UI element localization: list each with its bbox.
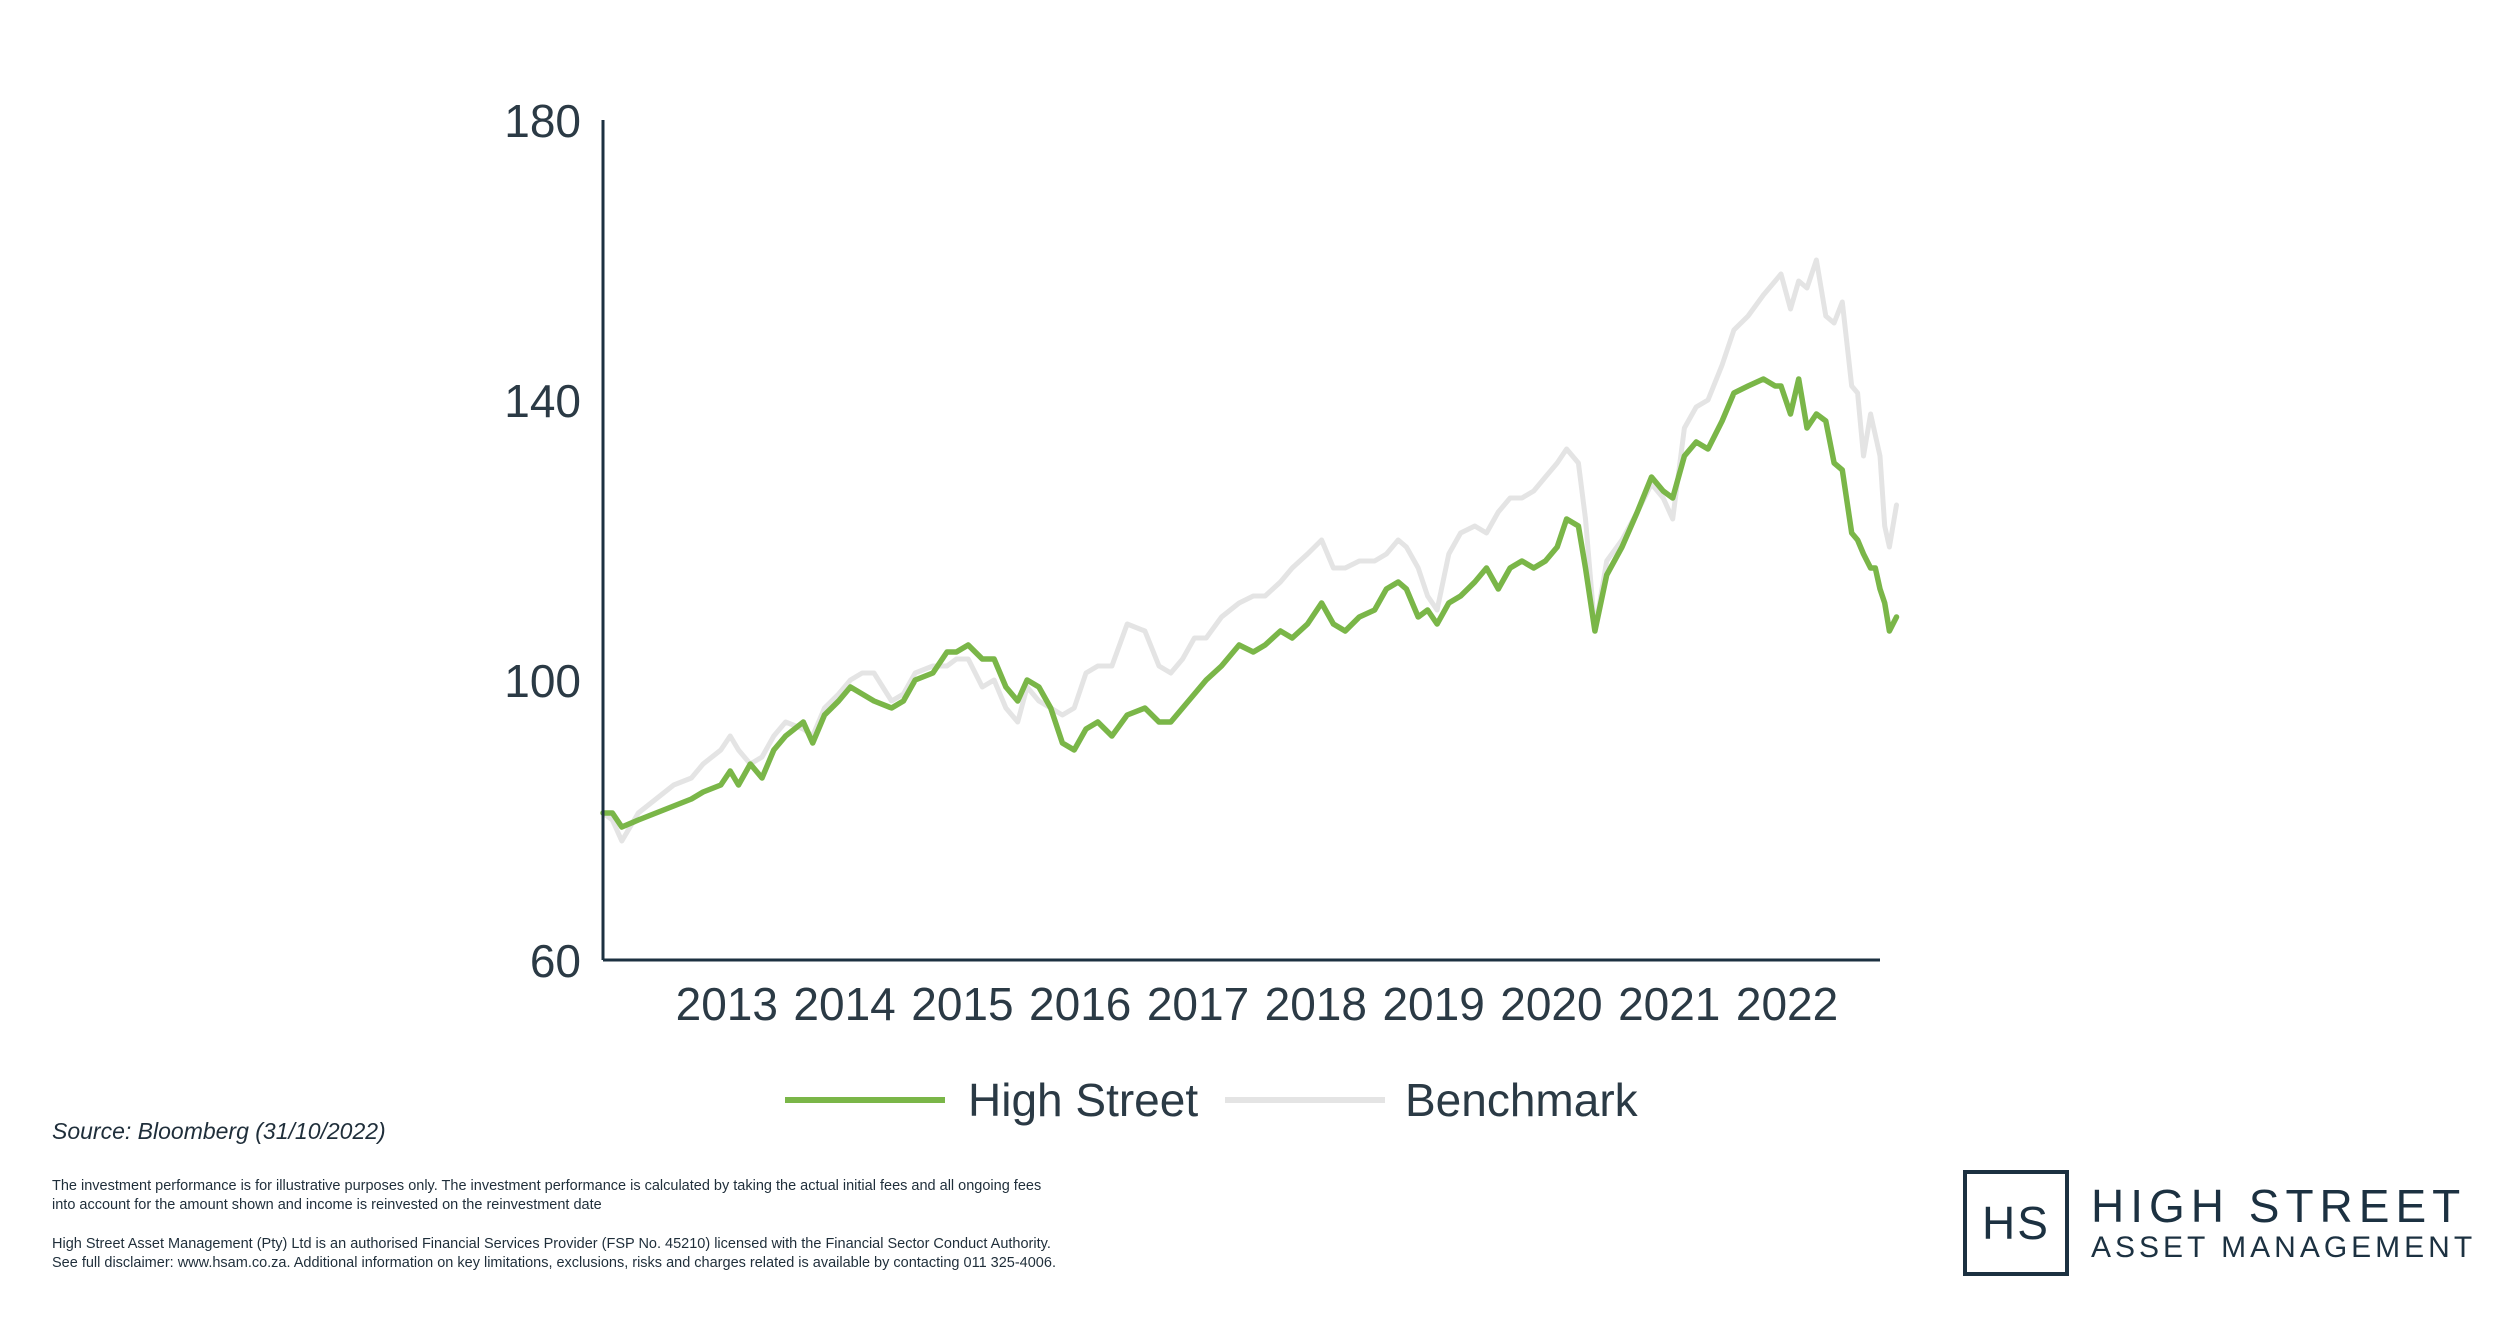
series-line-high-street [600,376,1900,830]
disclaimer-line: High Street Asset Management (Pty) Ltd i… [52,1236,1051,1252]
x-tick-label: 2014 [793,978,895,1030]
logo-wordmark: HIGH STREET ASSET MANAGEMENT [2091,1181,2476,1265]
logo-mark: HS [1963,1170,2069,1276]
y-tick-label: 100 [504,655,581,707]
y-tick-label: 140 [504,375,581,427]
disclaimer-line: See full disclaimer: www.hsam.co.za. Add… [52,1255,1056,1271]
legend: High Street Benchmark [785,1074,1639,1126]
regulatory-disclaimer: High Street Asset Management (Pty) Ltd i… [52,1235,1352,1273]
x-tick-label: 2022 [1736,978,1838,1030]
performance-disclaimer: The investment performance is for illust… [52,1177,1352,1215]
x-tick-label: 2020 [1500,978,1602,1030]
logo-name: HIGH STREET [2091,1180,2467,1232]
logo-subtitle: ASSET MANAGEMENT [2091,1231,2477,1264]
x-tick-label: 2018 [1265,978,1367,1030]
x-tick-label: 2017 [1147,978,1249,1030]
x-tick-label: 2015 [911,978,1013,1030]
disclaimer-line: into account for the amount shown and in… [52,1197,602,1213]
series-layer [600,257,1900,844]
legend-label-benchmark: Benchmark [1405,1074,1639,1126]
legend-label-high-street: High Street [968,1074,1198,1126]
disclaimer-line: The investment performance is for illust… [52,1178,1042,1194]
x-axis-ticks: 2013 2014 2015 2016 2017 2018 2019 2020 2021 2022 [676,978,1839,1030]
source-note: Source: Bloomberg (31/10/2022) [52,1118,386,1144]
x-tick-label: 2019 [1382,978,1484,1030]
y-tick-label: 180 [504,95,581,147]
x-tick-label: 2021 [1618,978,1720,1030]
y-tick-label: 60 [530,935,581,987]
company-logo: HS HIGH STREET ASSET MANAGEMENT [1963,1163,2476,1283]
x-tick-label: 2016 [1029,978,1131,1030]
y-axis-ticks: 60 100 140 180 [504,95,581,987]
x-tick-label: 2013 [676,978,778,1030]
series-line-benchmark [600,257,1899,844]
